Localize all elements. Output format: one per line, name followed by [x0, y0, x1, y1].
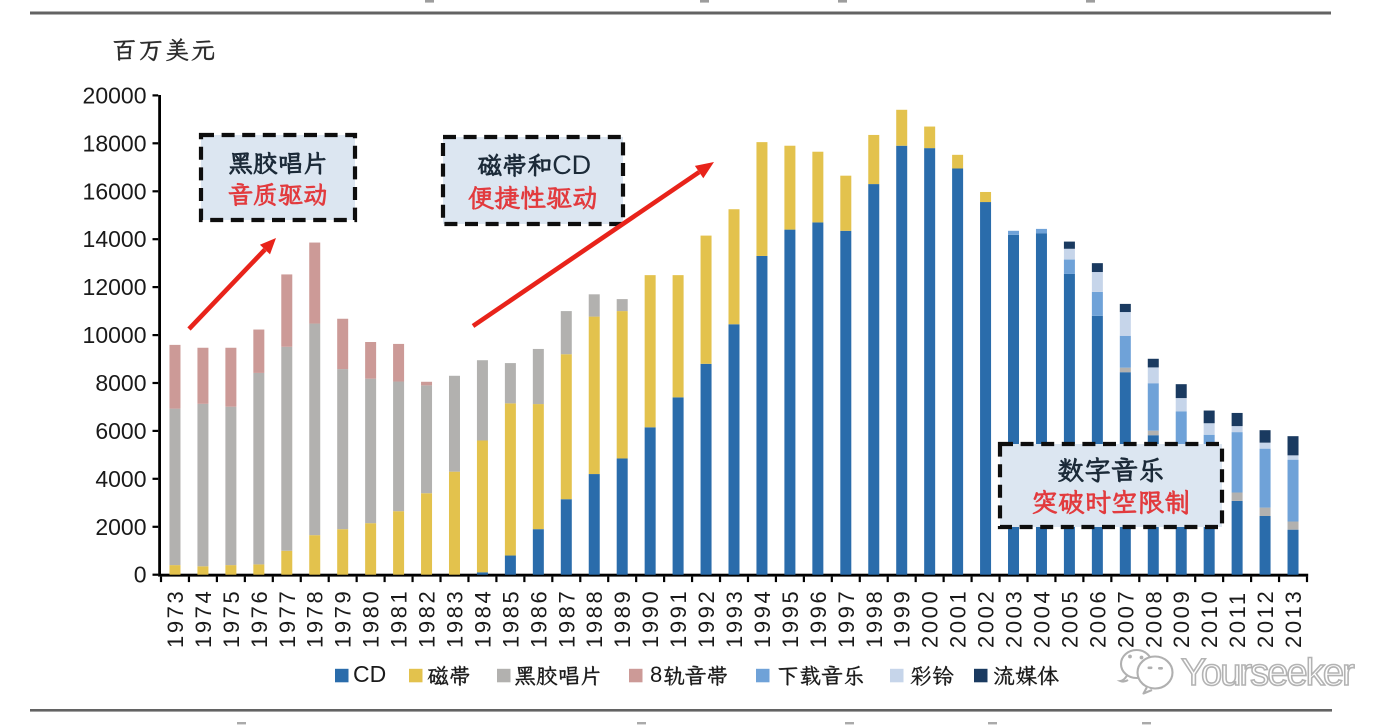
svg-text:1989: 1989	[610, 589, 635, 648]
svg-text:CD: CD	[353, 661, 386, 687]
svg-text:1988: 1988	[582, 589, 607, 648]
svg-text:2003: 2003	[1002, 589, 1027, 648]
svg-text:2005: 2005	[1057, 589, 1082, 648]
svg-text:20000: 20000	[83, 82, 147, 108]
svg-text:CD: CD	[552, 150, 591, 180]
svg-text:1985: 1985	[498, 589, 523, 648]
svg-text:14000: 14000	[83, 226, 147, 252]
svg-text:1980: 1980	[359, 589, 384, 648]
svg-text:2006: 2006	[1085, 589, 1110, 648]
svg-text:0: 0	[134, 562, 147, 588]
svg-text:1990: 1990	[638, 589, 663, 648]
svg-text:18000: 18000	[83, 130, 147, 156]
svg-text:1976: 1976	[247, 589, 272, 648]
svg-text:1993: 1993	[722, 589, 747, 648]
svg-text:1973: 1973	[163, 589, 188, 648]
svg-text:10000: 10000	[83, 322, 147, 348]
svg-text:8000: 8000	[95, 370, 146, 396]
svg-text:1979: 1979	[331, 589, 356, 648]
svg-text:1983: 1983	[443, 589, 468, 648]
svg-text:1975: 1975	[219, 589, 244, 648]
svg-text:1998: 1998	[862, 589, 887, 648]
svg-text:2012: 2012	[1253, 589, 1278, 648]
svg-text:1997: 1997	[834, 589, 859, 648]
svg-text:2000: 2000	[95, 514, 146, 540]
svg-text:2009: 2009	[1169, 589, 1194, 648]
svg-text:1995: 1995	[778, 589, 803, 648]
svg-text:1987: 1987	[554, 589, 579, 648]
svg-text:2013: 2013	[1281, 589, 1306, 648]
svg-text:1978: 1978	[303, 589, 328, 648]
svg-text:1982: 1982	[415, 589, 440, 648]
svg-text:2004: 2004	[1030, 589, 1055, 648]
svg-text:1984: 1984	[470, 589, 495, 648]
svg-text:1977: 1977	[275, 589, 300, 648]
svg-text:16000: 16000	[83, 178, 147, 204]
svg-text:1986: 1986	[526, 589, 551, 648]
svg-text:2002: 2002	[974, 589, 999, 648]
svg-text:2000: 2000	[918, 589, 943, 648]
svg-text:8: 8	[650, 662, 662, 687]
svg-text:1991: 1991	[666, 589, 691, 648]
svg-text:2010: 2010	[1197, 589, 1222, 648]
svg-text:2008: 2008	[1141, 589, 1166, 648]
svg-text:1999: 1999	[890, 589, 915, 648]
svg-text:6000: 6000	[95, 418, 146, 444]
svg-text:Yourseeker: Yourseeker	[1181, 652, 1355, 694]
svg-text:1992: 1992	[694, 589, 719, 648]
svg-text:12000: 12000	[83, 274, 147, 300]
svg-text:4000: 4000	[95, 466, 146, 492]
svg-text:1996: 1996	[806, 589, 831, 648]
svg-text:1994: 1994	[750, 589, 775, 648]
svg-text:1981: 1981	[387, 589, 412, 648]
svg-text:2001: 2001	[946, 589, 971, 648]
svg-text:2011: 2011	[1225, 590, 1250, 648]
svg-text:1974: 1974	[191, 589, 216, 648]
svg-text:2007: 2007	[1113, 589, 1138, 648]
